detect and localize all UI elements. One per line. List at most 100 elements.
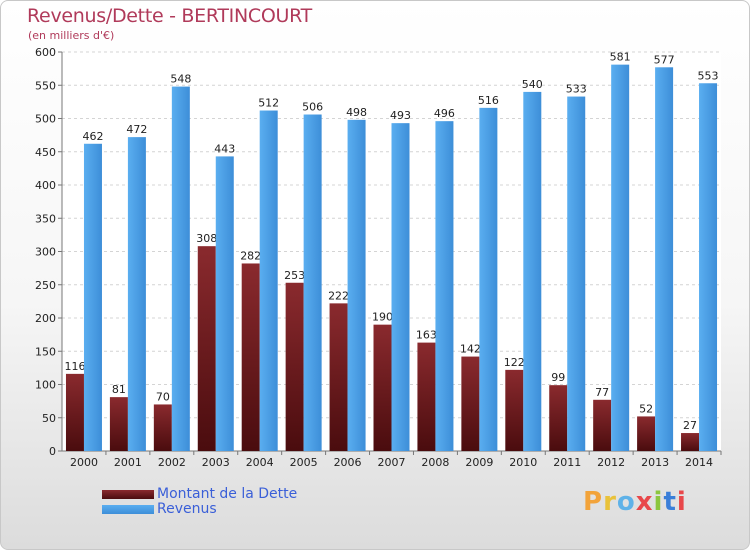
plot-area: 0 50 100 150 200 250 300 350 400 450 500 550 600 2000… [35,46,722,469]
data-label-revenus: 548 [170,73,191,86]
data-label-debt: 142 [460,343,481,356]
data-label-revenus: 533 [566,83,587,96]
x-tick-label: 2012 [597,456,625,469]
proxiti-logo-letter: i [653,487,664,517]
bar-revenus [259,110,278,452]
data-label-debt: 116 [64,360,85,373]
bar-revenus [127,137,146,451]
x-tick-label: 2007 [378,456,406,469]
bar-debt [241,263,260,451]
bar-debt [593,399,612,451]
proxiti-logo-letter: P [583,487,604,517]
legend-label-revenus: Revenus [157,501,217,517]
y-tick-label: 50 [42,412,56,425]
legend-swatch-debt [102,490,154,499]
data-label-debt: 70 [156,390,170,403]
chart-title: Revenus/Dette - BERTINCOURT [27,5,312,27]
bar-revenus [391,123,410,451]
bar-debt [505,369,524,451]
bar-revenus [171,86,190,451]
data-label-revenus: 498 [346,106,367,119]
bar-debt [109,397,128,451]
y-tick-label: 400 [35,179,56,192]
bar-debt [153,404,172,451]
bar-revenus [479,107,498,452]
x-tick-label: 2013 [641,456,669,469]
x-tick-label: 2005 [290,456,318,469]
bar-debt [461,356,480,451]
y-tick-label: 600 [35,46,56,59]
data-label-revenus: 577 [654,53,675,66]
x-tick-label: 2000 [70,456,98,469]
bar-debt [285,282,304,451]
bar-revenus [611,64,630,451]
data-label-revenus: 493 [390,109,411,122]
bar-debt [549,385,568,451]
y-tick-label: 100 [35,379,56,392]
data-label-revenus: 512 [258,97,279,110]
bar-debt [637,416,656,451]
bar-revenus [215,156,234,451]
x-tick-label: 2009 [465,456,493,469]
data-label-debt: 253 [284,269,305,282]
y-tick-label: 0 [49,445,56,458]
legend-swatch-revenus [102,505,154,514]
data-label-debt: 222 [328,289,349,302]
data-label-debt: 81 [112,383,126,396]
bar-revenus [83,143,102,451]
bar-debt [373,324,392,451]
data-label-revenus: 540 [522,78,543,91]
data-label-revenus: 516 [478,94,499,107]
data-label-revenus: 553 [698,69,719,82]
bar-debt [65,373,84,451]
bar-debt [681,433,700,451]
data-label-debt: 27 [683,419,697,432]
bar-revenus [523,91,542,452]
y-tick-label: 350 [35,212,56,225]
proxiti-logo-letter: t [663,487,677,517]
y-tick-label: 450 [35,146,56,159]
y-tick-label: 150 [35,345,56,358]
x-tick-label: 2004 [246,456,274,469]
x-tick-label: 2006 [334,456,362,469]
data-label-revenus: 472 [126,123,147,136]
data-label-revenus: 462 [82,130,103,143]
data-label-revenus: 506 [302,101,323,114]
bar-revenus [567,96,586,452]
y-tick-label: 500 [35,113,56,126]
bar-debt [197,246,216,451]
data-label-debt: 52 [639,402,653,415]
proxiti-logo-letter: r [603,487,617,517]
x-tick-label: 2001 [114,456,142,469]
data-label-revenus: 496 [434,107,455,120]
x-tick-label: 2011 [553,456,581,469]
y-tick-label: 300 [35,246,56,259]
bar-debt [329,303,348,451]
data-label-debt: 282 [240,249,261,262]
x-tick-label: 2014 [685,456,713,469]
data-label-debt: 99 [551,371,565,384]
proxiti-logo: Proxiti [583,487,687,517]
legend-label-debt: Montant de la Dette [157,486,298,502]
x-tick-label: 2010 [509,456,537,469]
bar-revenus [655,67,674,452]
proxiti-logo-letter: i [676,487,687,517]
data-label-debt: 308 [196,232,217,245]
y-tick-label: 250 [35,279,56,292]
bar-revenus [347,119,366,451]
proxiti-logo-letter: o [616,487,636,517]
bar-revenus [435,121,454,451]
proxiti-logo-letter: x [635,487,654,517]
data-label-debt: 122 [504,356,525,369]
data-label-debt: 163 [416,329,437,342]
y-tick-label: 550 [35,79,56,92]
data-label-revenus: 443 [214,142,235,155]
x-tick-label: 2002 [158,456,186,469]
data-label-debt: 77 [595,386,609,399]
y-tick-label: 200 [35,312,56,325]
bar-revenus [699,83,718,451]
data-label-debt: 190 [372,311,393,324]
bar-debt [417,342,436,451]
